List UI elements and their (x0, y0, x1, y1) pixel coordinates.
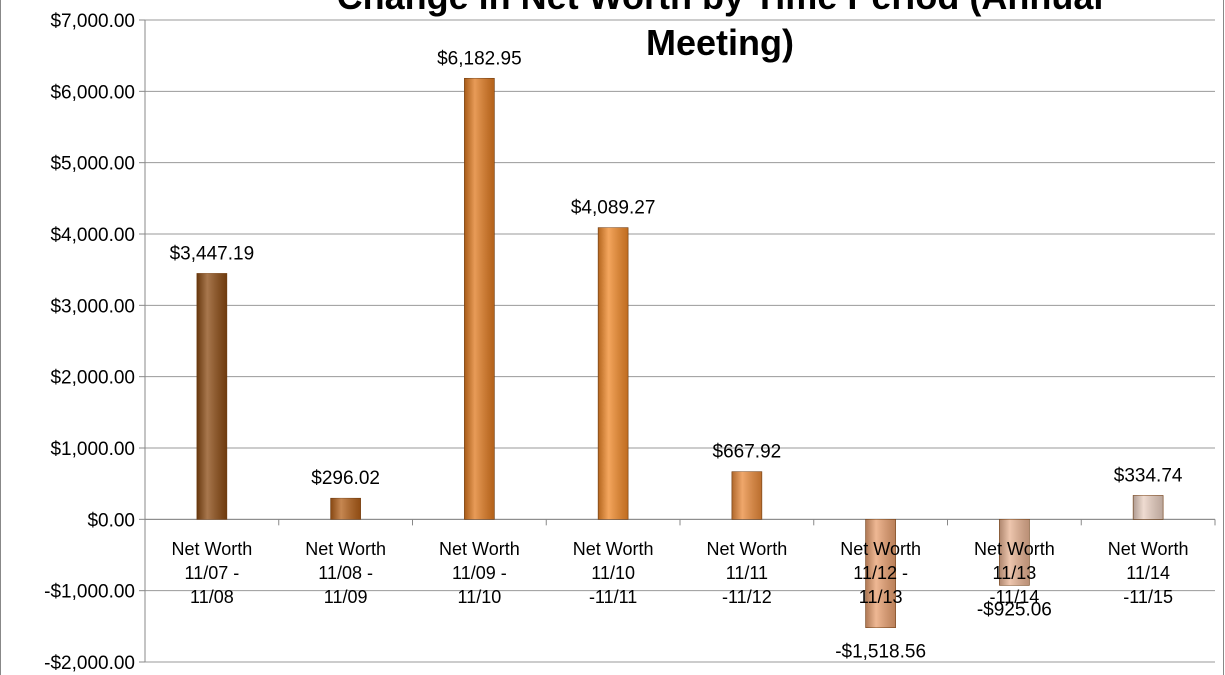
chart-title: Change in Net Worth by Time Period (Annu… (337, 0, 1104, 63)
value-label: $334.74 (1114, 465, 1183, 486)
x-tick-label: Net Worth 11/10 -11/11 (572, 539, 654, 608)
y-tick-label: $7,000.00 (50, 11, 135, 32)
bar-shine (330, 498, 361, 520)
y-tick-label: $3,000.00 (50, 296, 135, 317)
x-tick-label: Net Worth 11/07 - 11/08 (171, 539, 253, 608)
bar-shine (865, 519, 896, 628)
y-tick-label: -$2,000.00 (44, 653, 135, 674)
value-label: $3,447.19 (170, 243, 255, 264)
value-label: $6,182.95 (437, 48, 522, 69)
x-tick-label: Net Worth 11/13 -11/14 (974, 539, 1055, 608)
bar-shine (1133, 495, 1164, 520)
value-label: -$925.06 (977, 599, 1052, 620)
value-label: -$1,518.56 (835, 642, 926, 663)
y-tick-label: $4,000.00 (50, 225, 135, 246)
bar-shine (464, 78, 495, 520)
bar-shine (731, 471, 762, 520)
value-label: $4,089.27 (571, 198, 656, 219)
bar-shine (196, 273, 227, 520)
y-tick-label: -$1,000.00 (44, 582, 135, 603)
x-tick-label: Net Worth 11/12 - 11/13 (840, 539, 921, 608)
bar-shine (598, 227, 629, 520)
x-tick-label: Net Worth 11/09 - 11/10 (439, 539, 520, 608)
y-tick-label: $1,000.00 (50, 439, 135, 460)
y-tick-label: $5,000.00 (50, 154, 135, 175)
value-label: $667.92 (713, 442, 782, 463)
y-tick-label: $6,000.00 (50, 82, 135, 103)
y-tick-label: $0.00 (87, 510, 135, 531)
x-tick-label: Net Worth 11/14 -11/15 (1107, 539, 1189, 608)
value-label: $296.02 (311, 468, 380, 489)
x-tick-label: Net Worth 11/08 - 11/09 (305, 539, 386, 608)
x-tick-label: Net Worth 11/11 -11/12 (706, 539, 788, 608)
y-tick-label: $2,000.00 (50, 368, 135, 389)
bar-shine (999, 519, 1030, 586)
